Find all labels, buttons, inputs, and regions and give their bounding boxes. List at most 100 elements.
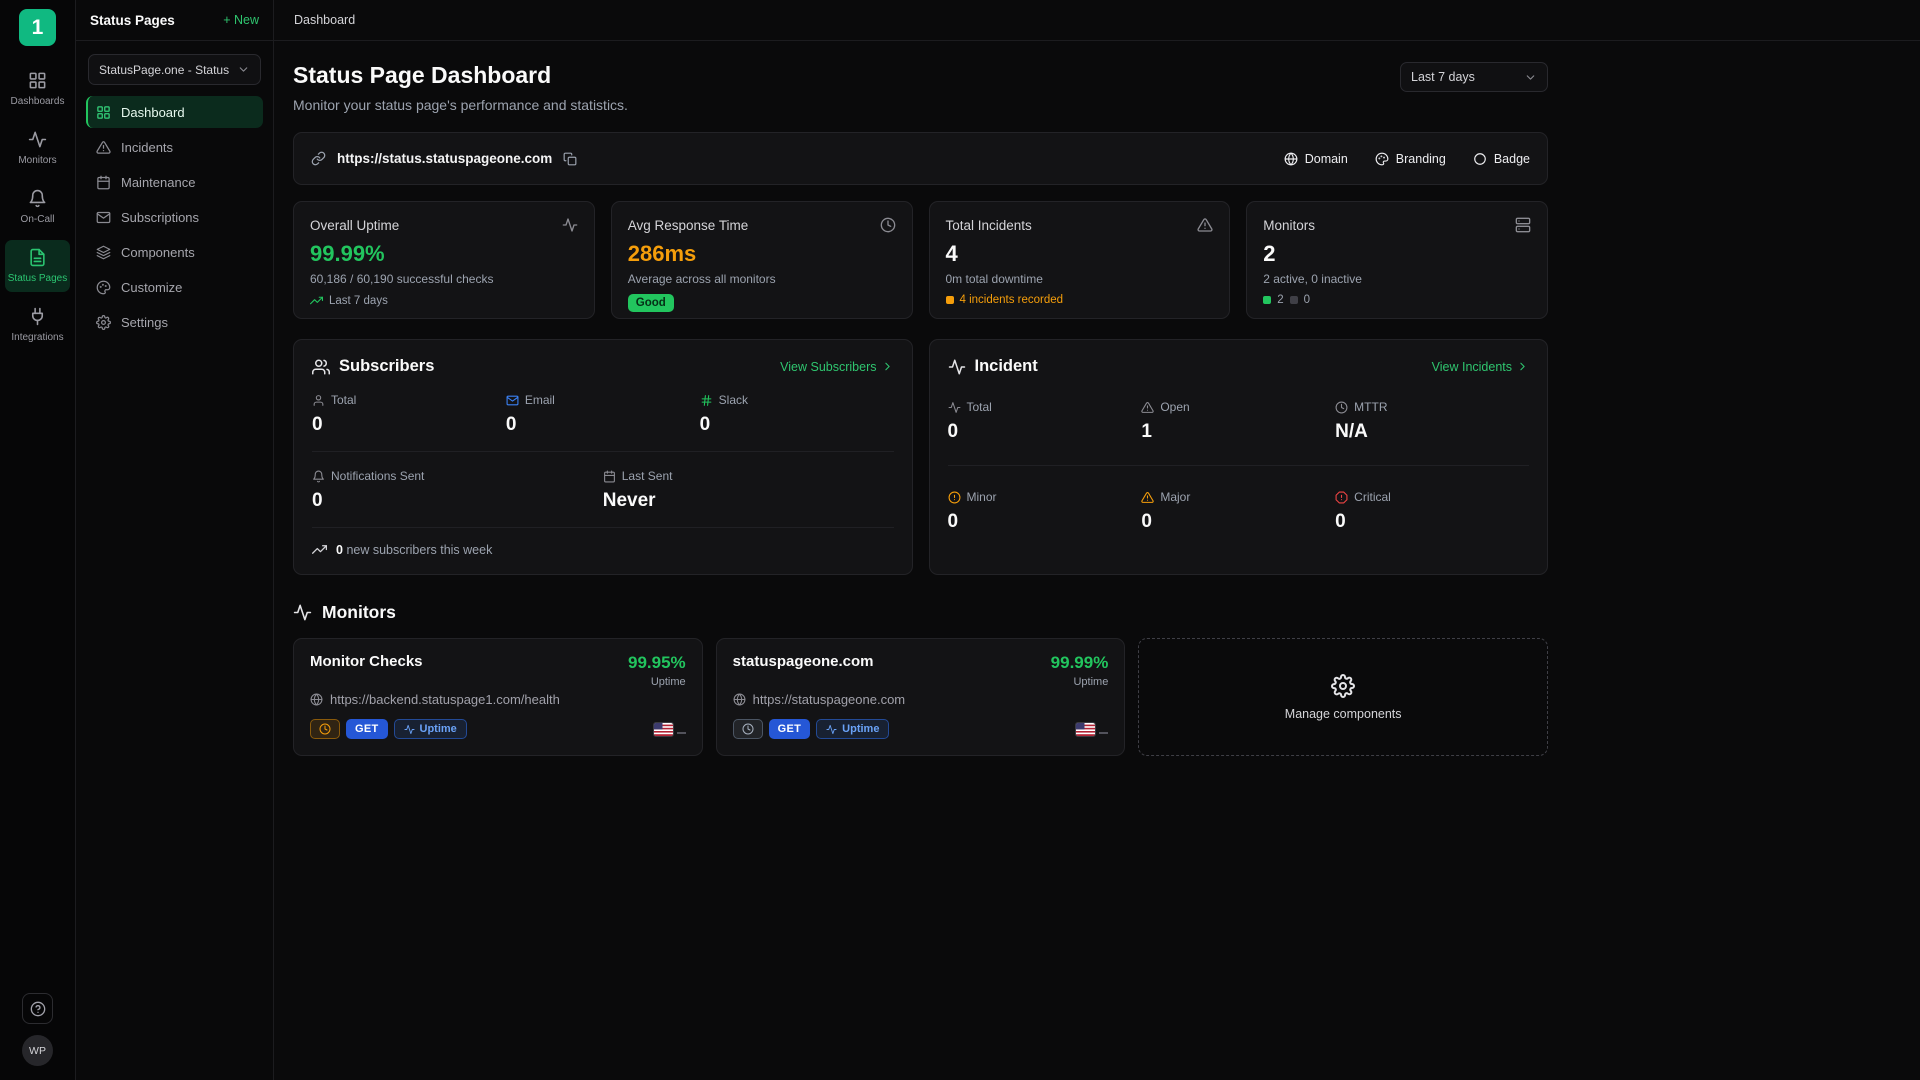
sidebar-item-maintenance[interactable]: Maintenance <box>86 166 263 198</box>
stat-card-header: Avg Response Time <box>628 217 896 233</box>
view-incidents-link[interactable]: View Incidents <box>1432 360 1529 374</box>
orange-square-icon <box>945 296 954 304</box>
user-avatar[interactable]: WP <box>22 1035 53 1066</box>
rail-item-monitors[interactable]: Monitors <box>5 122 70 174</box>
activity-icon <box>948 358 966 376</box>
badge-circle-icon <box>1473 152 1487 166</box>
metric-label: Last Sent <box>621 469 673 483</box>
sidebar-item-subscriptions[interactable]: Subscriptions <box>86 201 263 233</box>
metric-email-subscribers: Email 0 <box>506 393 700 436</box>
chevron-down-icon <box>237 63 250 76</box>
stat-title: Avg Response Time <box>627 217 749 233</box>
activity-icon <box>403 724 415 735</box>
rail-item-label: Status Pages <box>7 273 68 284</box>
view-subscribers-link[interactable]: View Subscribers <box>780 360 893 374</box>
plug-icon <box>28 307 47 326</box>
badge-button[interactable]: Badge <box>1473 152 1530 166</box>
help-button[interactable] <box>22 993 53 1024</box>
avatar-initials: WP <box>29 1044 46 1057</box>
rail-item-label: Dashboards <box>10 96 65 107</box>
page-header-text: Status Page Dashboard Monitor your statu… <box>293 62 628 113</box>
status-page-selector[interactable]: StatusPage.one - Status <box>88 54 261 85</box>
monitor-type-badge: Uptime <box>393 719 467 739</box>
region-indicator <box>652 721 686 737</box>
mail-icon <box>96 210 111 225</box>
sidebar-item-incidents[interactable]: Incidents <box>86 131 263 163</box>
monitor-badges-row: GET Uptime <box>732 719 1109 739</box>
rail-item-oncall[interactable]: On-Call <box>5 181 70 233</box>
sidebar-item-dashboard[interactable]: Dashboard <box>86 96 263 128</box>
status-page-url[interactable]: https://status.statuspageone.com <box>337 151 553 166</box>
metric-value: 0 <box>1335 511 1346 532</box>
stat-subtitle: 60,186 / 60,190 successful checks <box>310 272 494 286</box>
metric-label: Slack <box>718 393 748 407</box>
manage-components-button[interactable]: Manage components <box>1138 638 1548 756</box>
critical-severity-icon <box>1335 491 1348 504</box>
method-badge: GET <box>768 719 811 739</box>
us-flag-icon <box>1075 721 1097 737</box>
sidebar-item-settings[interactable]: Settings <box>86 306 263 338</box>
sidebar-item-customize[interactable]: Customize <box>86 271 263 303</box>
metric-label: Open <box>1160 400 1190 414</box>
app-logo[interactable]: 1 <box>19 9 56 46</box>
copy-url-button[interactable] <box>563 152 577 166</box>
metric-major-incidents: Major 0 <box>1141 490 1335 533</box>
domain-button[interactable]: Domain <box>1284 152 1348 166</box>
clock-icon <box>880 217 896 233</box>
monitor-card-statuspageone[interactable]: statuspageone.com 99.99% Uptime https://… <box>715 638 1126 756</box>
rail-item-status-pages[interactable]: Status Pages <box>5 240 70 292</box>
status-page-icon <box>28 248 47 267</box>
dashboard-content: Status Page Dashboard Monitor your statu… <box>274 41 1567 777</box>
inactive-count: 0 <box>1303 294 1311 306</box>
major-severity-icon <box>1141 491 1155 504</box>
date-range-select[interactable]: Last 7 days <box>1400 62 1548 92</box>
monitor-badges: GET Uptime <box>732 719 890 739</box>
monitor-name: statuspageone.com <box>732 653 874 670</box>
layers-icon <box>96 245 111 260</box>
stat-value: 4 <box>945 241 958 266</box>
status-page-selector-value: StatusPage.one - Status <box>99 62 230 77</box>
activity-icon <box>948 401 961 414</box>
breadcrumb[interactable]: Dashboard <box>294 13 356 27</box>
sidebar-item-label: Settings <box>121 314 168 330</box>
metric-label: Minor <box>966 490 997 504</box>
incident-panel: Incident View Incidents Total 0 <box>928 339 1548 575</box>
stat-subtitle: 2 active, 0 inactive <box>1263 272 1362 286</box>
view-link-label: View Subscribers <box>780 359 877 374</box>
metric-label: Critical <box>1354 490 1391 504</box>
stat-card-header: Monitors <box>1263 217 1531 233</box>
monitor-card-monitor-checks[interactable]: Monitor Checks 99.95% Uptime https://bac… <box>293 638 703 756</box>
monitor-uptime-label: Uptime <box>650 676 686 688</box>
sidebar-item-components[interactable]: Components <box>86 236 263 268</box>
interval-badge <box>310 719 340 739</box>
main-area: Dashboard Status Page Dashboard Monitor … <box>274 0 1920 1080</box>
incident-metrics-row-1: Total 0 Open 1 MTTR N/A <box>947 400 1529 466</box>
metric-open-incidents: Open 1 <box>1141 400 1335 443</box>
monitor-badges-row: GET Uptime <box>310 719 686 739</box>
stat-card-total-incidents: Total Incidents 4 0m total downtime 4 in… <box>928 201 1231 319</box>
mid-panels-row: Subscribers View Subscribers Total 0 <box>293 339 1548 575</box>
monitors-grid: Monitor Checks 99.95% Uptime https://bac… <box>293 638 1548 756</box>
rail-item-integrations[interactable]: Integrations <box>5 299 70 351</box>
alert-triangle-icon <box>1197 217 1213 233</box>
stat-card-header: Total Incidents <box>946 217 1214 233</box>
metric-value: N/A <box>1335 421 1368 442</box>
metric-value: 0 <box>312 490 323 511</box>
grid-icon <box>96 105 111 120</box>
metric-minor-incidents: Minor 0 <box>948 490 1142 533</box>
rail-bottom: WP <box>22 993 53 1066</box>
monitor-uptime-wrap: 99.99% Uptime <box>1051 653 1109 688</box>
rail-item-dashboards[interactable]: Dashboards <box>5 63 70 115</box>
status-badge: Good <box>627 294 674 312</box>
branding-button[interactable]: Branding <box>1375 152 1446 166</box>
alert-triangle-icon <box>96 140 111 155</box>
subscriber-metrics-row-1: Total 0 Email 0 Slack 0 <box>312 393 894 452</box>
new-status-page-button[interactable]: + New <box>223 13 259 27</box>
sidebar-item-label: Incidents <box>121 139 174 155</box>
gear-icon <box>1331 673 1356 698</box>
icon-rail: 1 Dashboards Monitors On-Call Status Pag… <box>0 0 76 1080</box>
stat-subtitle: Average across all monitors <box>627 272 776 286</box>
help-icon <box>30 1001 46 1017</box>
metric-value: 0 <box>699 414 711 435</box>
